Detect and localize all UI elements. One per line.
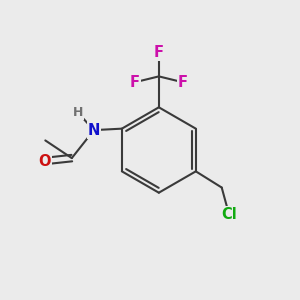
Text: F: F bbox=[130, 75, 140, 90]
Text: N: N bbox=[88, 123, 100, 138]
Text: F: F bbox=[154, 45, 164, 60]
Text: Cl: Cl bbox=[221, 207, 237, 222]
Text: F: F bbox=[178, 75, 188, 90]
Text: O: O bbox=[38, 154, 51, 169]
Text: H: H bbox=[73, 106, 83, 119]
